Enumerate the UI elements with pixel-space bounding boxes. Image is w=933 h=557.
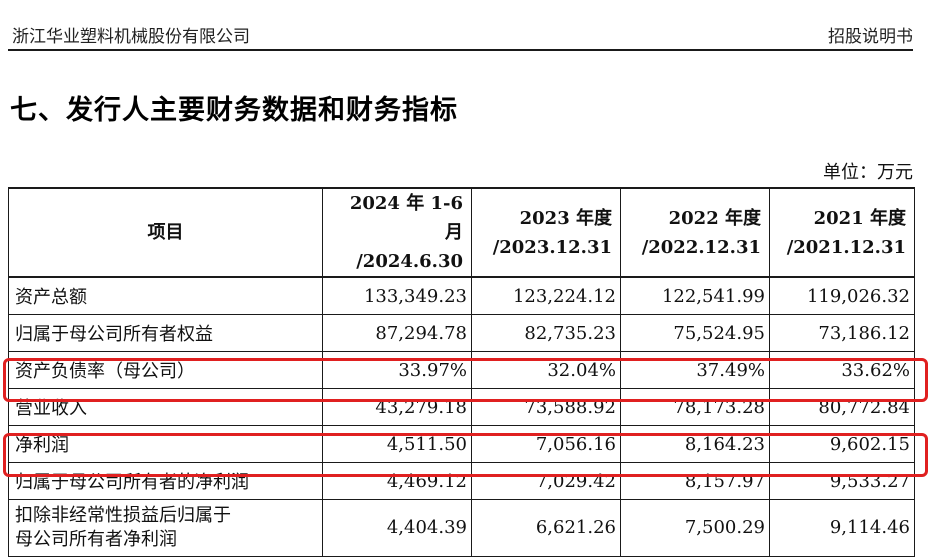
cell-value: 82,735.23 bbox=[471, 314, 621, 352]
cell-value: 9,533.27 bbox=[769, 462, 915, 500]
cell-value: 4,404.39 bbox=[322, 499, 472, 557]
cell-value: 78,173.28 bbox=[620, 388, 770, 426]
cell-value: 87,294.78 bbox=[322, 314, 472, 352]
column-header-2024h1: 2024 年 1-6 月 /2024.6.30 bbox=[322, 187, 472, 278]
column-header-line2: /2022.12.31 bbox=[641, 236, 761, 258]
column-header-line2: /2021.12.31 bbox=[786, 236, 906, 258]
unit-label: 单位：万元 bbox=[823, 162, 913, 183]
cell-value: 8,164.23 bbox=[620, 425, 770, 463]
row-label: 资产负债率（母公司） bbox=[8, 351, 323, 389]
column-header-item: 项目 bbox=[8, 187, 323, 278]
cell-value: 37.49% bbox=[620, 351, 770, 389]
cell-value: 43,279.18 bbox=[322, 388, 472, 426]
cell-value: 4,511.50 bbox=[322, 425, 472, 463]
cell-value: 32.04% bbox=[471, 351, 621, 389]
table-row-parent-net-profit: 归属于母公司所有者的净利润 4,469.12 7,029.42 8,157.97… bbox=[8, 462, 915, 500]
cell-value: 123,224.12 bbox=[471, 276, 621, 315]
row-label: 归属于母公司所有者的净利润 bbox=[8, 462, 323, 500]
table-row-net-profit: 净利润 4,511.50 7,056.16 8,164.23 9,602.15 bbox=[8, 425, 915, 463]
table-row-total-assets: 资产总额 133,349.23 123,224.12 122,541.99 11… bbox=[8, 276, 915, 315]
table-header-row: 项目 2024 年 1-6 月 /2024.6.30 2023 年度 /2023… bbox=[8, 187, 915, 278]
financial-data-table: 项目 2024 年 1-6 月 /2024.6.30 2023 年度 /2023… bbox=[8, 187, 915, 557]
cell-value: 73,588.92 bbox=[471, 388, 621, 426]
cell-value: 4,469.12 bbox=[322, 462, 472, 500]
section-title: 七、发行人主要财务数据和财务指标 bbox=[10, 95, 458, 126]
table-row-parent-equity: 归属于母公司所有者权益 87,294.78 82,735.23 75,524.9… bbox=[8, 314, 915, 352]
cell-value: 7,056.16 bbox=[471, 425, 621, 463]
row-label: 资产总额 bbox=[8, 276, 323, 315]
table-row-revenue: 营业收入 43,279.18 73,588.92 78,173.28 80,77… bbox=[8, 388, 915, 426]
cell-value: 7,029.42 bbox=[471, 462, 621, 500]
cell-value: 33.62% bbox=[769, 351, 915, 389]
cell-value: 122,541.99 bbox=[620, 276, 770, 315]
column-header-line1: 2021 年度 bbox=[813, 207, 906, 229]
cell-value: 119,026.32 bbox=[769, 276, 915, 315]
company-name: 浙江华业塑料机械股份有限公司 bbox=[12, 27, 250, 47]
column-header-2022: 2022 年度 /2022.12.31 bbox=[620, 187, 770, 278]
column-header-2021: 2021 年度 /2021.12.31 bbox=[769, 187, 915, 278]
column-header-line2: /2023.12.31 bbox=[492, 236, 612, 258]
document-type: 招股说明书 bbox=[828, 27, 913, 47]
column-header-line1: 2023 年度 bbox=[519, 207, 612, 229]
column-header-line2: /2024.6.30 bbox=[356, 251, 463, 272]
cell-value: 80,772.84 bbox=[769, 388, 915, 426]
row-label: 扣除非经常性损益后归属于 母公司所有者净利润 bbox=[8, 499, 323, 557]
cell-value: 6,621.26 bbox=[471, 499, 621, 557]
cell-value: 33.97% bbox=[322, 351, 472, 389]
cell-value: 133,349.23 bbox=[322, 276, 472, 315]
cell-value: 9,114.46 bbox=[769, 499, 915, 557]
column-header-line1: 2022 年度 bbox=[668, 207, 761, 229]
cell-value: 73,186.12 bbox=[769, 314, 915, 352]
row-label: 营业收入 bbox=[8, 388, 323, 426]
row-label: 净利润 bbox=[8, 425, 323, 463]
cell-value: 9,602.15 bbox=[769, 425, 915, 463]
page-header: 浙江华业塑料机械股份有限公司 招股说明书 bbox=[12, 22, 913, 48]
cell-value: 8,157.97 bbox=[620, 462, 770, 500]
row-label-line2: 母公司所有者净利润 bbox=[15, 529, 177, 550]
column-header-line1: 2024 年 1-6 月 bbox=[349, 193, 463, 243]
cell-value: 7,500.29 bbox=[620, 499, 770, 557]
row-label-line1: 扣除非经常性损益后归属于 bbox=[15, 505, 231, 526]
table-row-debt-ratio: 资产负债率（母公司） 33.97% 32.04% 37.49% 33.62% bbox=[8, 351, 915, 389]
column-header-2023: 2023 年度 /2023.12.31 bbox=[471, 187, 621, 278]
table-row-adjusted-net-profit: 扣除非经常性损益后归属于 母公司所有者净利润 4,404.39 6,621.26… bbox=[8, 499, 915, 557]
header-divider bbox=[8, 49, 913, 51]
row-label: 归属于母公司所有者权益 bbox=[8, 314, 323, 352]
cell-value: 75,524.95 bbox=[620, 314, 770, 352]
